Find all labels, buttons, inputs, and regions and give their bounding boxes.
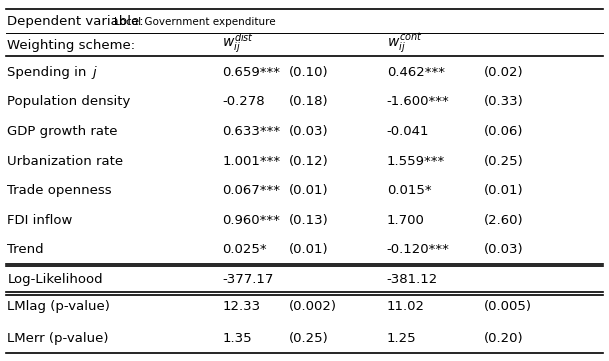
Text: 12.33: 12.33 <box>222 300 261 313</box>
Text: 0.659***: 0.659*** <box>222 66 280 79</box>
Text: 1.25: 1.25 <box>387 332 417 345</box>
Text: -0.041: -0.041 <box>387 125 429 138</box>
Text: $w_{ij}^{cont}$: $w_{ij}^{cont}$ <box>387 31 422 55</box>
Text: -381.12: -381.12 <box>387 273 438 286</box>
Text: -0.278: -0.278 <box>222 95 265 108</box>
Text: (0.01): (0.01) <box>289 243 329 256</box>
Text: -0.120***: -0.120*** <box>387 243 449 256</box>
Text: (0.12): (0.12) <box>289 155 329 168</box>
Text: 1.001***: 1.001*** <box>222 155 280 168</box>
Text: 1.559***: 1.559*** <box>387 155 445 168</box>
Text: 11.02: 11.02 <box>387 300 424 313</box>
Text: 1.35: 1.35 <box>222 332 252 345</box>
Text: (0.01): (0.01) <box>289 184 329 197</box>
Text: 0.015*: 0.015* <box>387 184 431 197</box>
Text: 0.067***: 0.067*** <box>222 184 280 197</box>
Text: (0.25): (0.25) <box>484 155 524 168</box>
Text: (0.25): (0.25) <box>289 332 329 345</box>
Text: 0.960***: 0.960*** <box>222 214 280 227</box>
Text: -1.600***: -1.600*** <box>387 95 449 108</box>
Text: Trade openness: Trade openness <box>7 184 112 197</box>
Text: (0.10): (0.10) <box>289 66 329 79</box>
Text: Weighting scheme:: Weighting scheme: <box>7 39 135 52</box>
Text: 0.633***: 0.633*** <box>222 125 280 138</box>
Text: (0.13): (0.13) <box>289 214 329 227</box>
Text: LMerr (p-value): LMerr (p-value) <box>7 332 109 345</box>
Text: FDI inflow: FDI inflow <box>7 214 72 227</box>
Text: (0.18): (0.18) <box>289 95 329 108</box>
Text: 0.462***: 0.462*** <box>387 66 445 79</box>
Text: GDP growth rate: GDP growth rate <box>7 125 118 138</box>
Text: (0.33): (0.33) <box>484 95 524 108</box>
Text: $w_{ij}^{dist}$: $w_{ij}^{dist}$ <box>222 31 255 55</box>
Text: Log-Likelihood: Log-Likelihood <box>7 273 103 286</box>
Text: 1.700: 1.700 <box>387 214 424 227</box>
Text: (0.20): (0.20) <box>484 332 524 345</box>
Text: (0.002): (0.002) <box>289 300 337 313</box>
Text: (0.01): (0.01) <box>484 184 524 197</box>
Text: (0.005): (0.005) <box>484 300 532 313</box>
Text: Urbanization rate: Urbanization rate <box>7 155 124 168</box>
Text: $j$: $j$ <box>91 64 98 81</box>
Text: (0.06): (0.06) <box>484 125 524 138</box>
Text: 0.025*: 0.025* <box>222 243 267 256</box>
Text: Local Government expenditure: Local Government expenditure <box>114 17 275 27</box>
Text: Trend: Trend <box>7 243 44 256</box>
Text: Dependent variable:: Dependent variable: <box>7 15 144 28</box>
Text: -377.17: -377.17 <box>222 273 273 286</box>
Text: Spending in: Spending in <box>7 66 91 79</box>
Text: (0.03): (0.03) <box>484 243 524 256</box>
Text: (2.60): (2.60) <box>484 214 524 227</box>
Text: LMlag (p-value): LMlag (p-value) <box>7 300 110 313</box>
Text: (0.02): (0.02) <box>484 66 524 79</box>
Text: Population density: Population density <box>7 95 131 108</box>
Text: (0.03): (0.03) <box>289 125 329 138</box>
